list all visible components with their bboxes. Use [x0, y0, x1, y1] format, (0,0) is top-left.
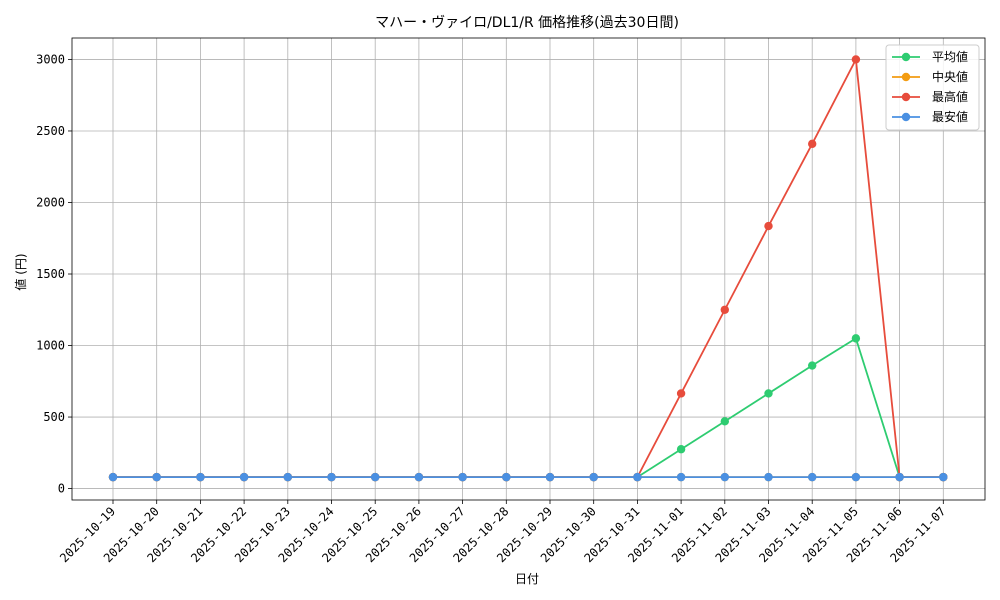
legend-label: 最安値 [932, 109, 968, 124]
data-point [764, 221, 773, 231]
series-0 [108, 334, 948, 482]
legend-swatch-marker [901, 92, 911, 102]
y-tick-label: 2000 [36, 195, 65, 209]
data-point [851, 472, 861, 482]
data-point [720, 305, 729, 314]
data-point [851, 55, 861, 64]
data-point [589, 472, 598, 482]
legend-label: 中央値 [932, 69, 968, 84]
chart-title: マハー・ヴァイロ/DL1/R 価格推移(過去30日間) [375, 14, 679, 31]
y-tick-label: 3000 [36, 52, 65, 66]
legend-swatch-marker [901, 112, 911, 122]
y-tick-label: 500 [43, 410, 65, 424]
data-point [808, 139, 817, 149]
data-point [764, 389, 773, 398]
series [108, 55, 948, 482]
grid [72, 38, 985, 500]
data-point [458, 472, 467, 482]
data-point [414, 472, 424, 482]
y-tick-label: 1500 [36, 267, 65, 281]
legend-swatch-marker [901, 52, 911, 62]
x-axis-label: 日付 [515, 572, 539, 586]
legend-item: 最高値 [892, 89, 968, 104]
data-point [676, 389, 686, 398]
y-tick-label: 2500 [36, 124, 65, 138]
legend-item: 平均値 [892, 49, 968, 64]
data-point [196, 472, 205, 482]
legend-swatch-marker [901, 72, 911, 82]
data-point [283, 472, 292, 482]
data-point [720, 417, 729, 426]
plot-frame [71, 37, 986, 501]
data-point [676, 472, 686, 482]
data-point [371, 472, 380, 482]
data-point [545, 472, 555, 482]
data-point [895, 472, 904, 482]
data-point [939, 472, 948, 482]
data-point [152, 472, 161, 482]
series-line [113, 56, 944, 479]
series-line [113, 336, 944, 479]
legend-box [885, 44, 980, 131]
data-point [327, 472, 336, 482]
data-point [720, 472, 729, 482]
y-axis-label: 値 (円) [13, 253, 28, 290]
data-point [108, 472, 118, 482]
data-point [808, 472, 817, 482]
data-point [633, 472, 642, 482]
data-point [808, 361, 817, 370]
legend-label: 平均値 [932, 49, 968, 64]
legend-item: 最安値 [892, 109, 968, 124]
axes: 2025-10-192025-10-202025-10-212025-10-22… [36, 37, 986, 565]
series-3 [108, 472, 948, 482]
data-point [502, 472, 511, 482]
data-point [764, 472, 773, 482]
y-tick-label: 0 [58, 482, 65, 496]
data-point [851, 334, 861, 343]
y-tick-label: 1000 [36, 339, 65, 353]
legend-item: 中央値 [892, 69, 968, 84]
data-point [676, 445, 686, 454]
data-point [239, 472, 249, 482]
legend-label: 最高値 [932, 89, 968, 104]
